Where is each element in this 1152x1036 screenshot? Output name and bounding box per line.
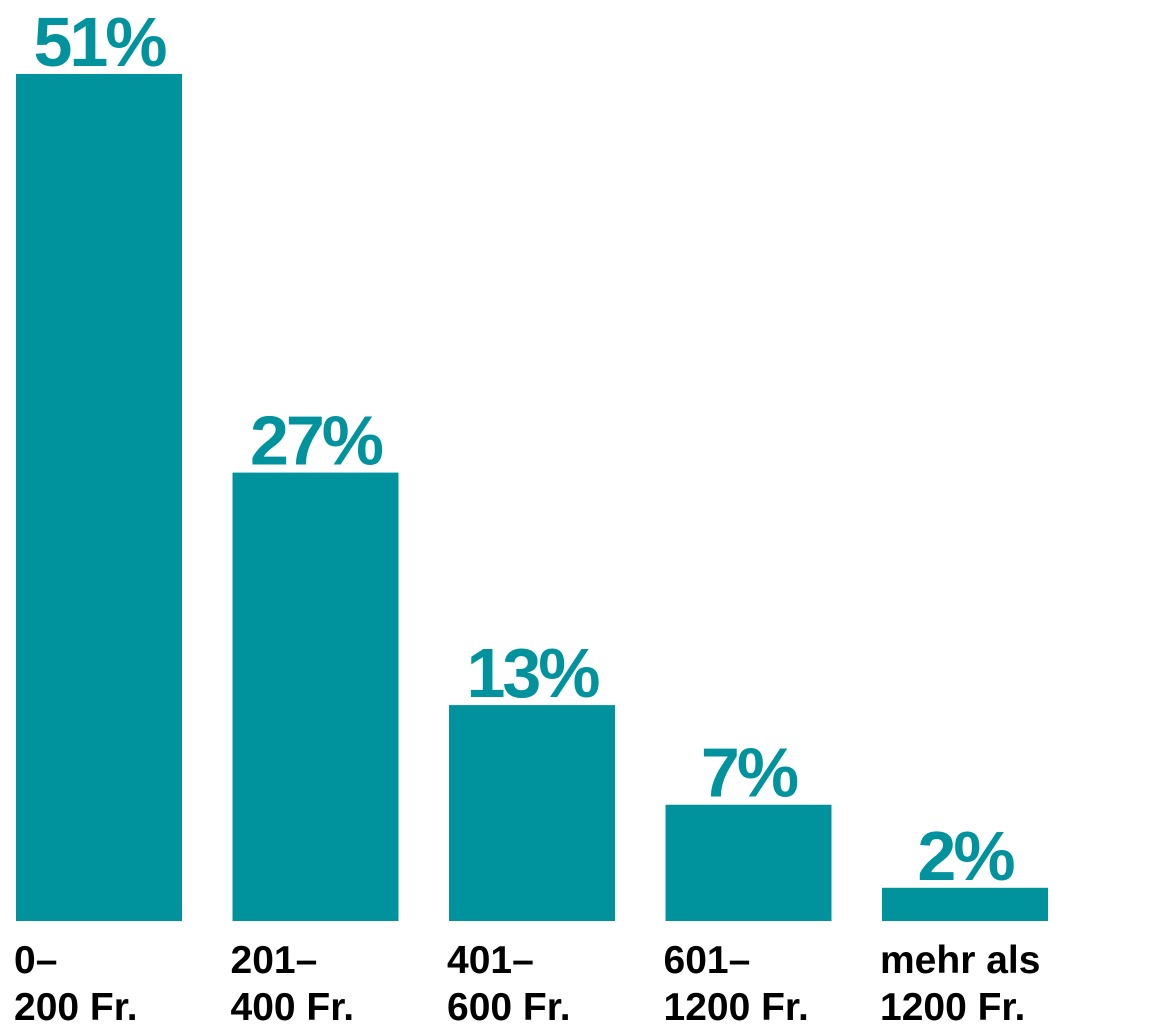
category-label-4-line-0: mehr als xyxy=(880,939,1040,982)
bar-value-label-0: 51% xyxy=(33,3,166,81)
category-label-1-line-1: 400 Fr. xyxy=(231,986,355,1029)
bar-value-label-1: 27% xyxy=(250,402,383,480)
bar-value-label-3: 7% xyxy=(701,734,798,812)
bar-value-label-2: 13% xyxy=(466,634,599,712)
bar-2 xyxy=(449,705,615,921)
bar-0 xyxy=(16,74,182,921)
category-label-3-line-0: 601– xyxy=(664,939,751,982)
category-label-0-line-0: 0– xyxy=(14,939,57,982)
bar-4 xyxy=(882,887,1048,921)
category-label-4-line-1: 1200 Fr. xyxy=(880,986,1025,1029)
category-label-1-line-0: 201– xyxy=(231,939,318,982)
bar-value-label-4: 2% xyxy=(917,817,1014,895)
category-label-3-line-1: 1200 Fr. xyxy=(664,986,809,1029)
category-label-2-line-1: 600 Fr. xyxy=(447,986,571,1029)
bar-3 xyxy=(665,804,832,921)
category-label-2-line-0: 401– xyxy=(447,939,534,982)
bar-1 xyxy=(232,472,399,921)
category-label-0-line-1: 200 Fr. xyxy=(14,986,138,1029)
